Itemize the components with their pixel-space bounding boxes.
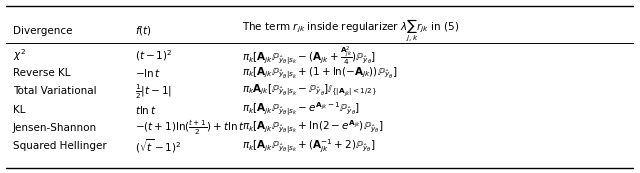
Text: The term $r_{jk}$ inside regularizer $\lambda\sum_{j,k} r_{jk}$ in (5): The term $r_{jk}$ inside regularizer $\l… [242,17,459,44]
Text: Squared Hellinger: Squared Hellinger [13,141,106,151]
Text: $f(t)$: $f(t)$ [135,24,152,37]
Text: $\chi^2$: $\chi^2$ [13,47,26,63]
Text: Jensen-Shannon: Jensen-Shannon [13,123,97,133]
Text: Total Variational: Total Variational [13,86,96,96]
Text: $\pi_k\mathbf{A}_{jk}[\mathbb{P}_{\hat{y}_\theta|s_k} - \mathbb{P}_{\hat{y}_\the: $\pi_k\mathbf{A}_{jk}[\mathbb{P}_{\hat{y… [242,83,377,99]
Text: KL: KL [13,104,25,115]
Text: $\pi_k[\mathbf{A}_{jk}\mathbb{P}_{\hat{y}_\theta|s_k} - (\mathbf{A}_{jk} + \frac: $\pi_k[\mathbf{A}_{jk}\mathbb{P}_{\hat{y… [242,44,376,67]
Text: $\pi_k[\mathbf{A}_{jk}\mathbb{P}_{\hat{y}_\theta|s_k} + (\mathbf{A}_{jk}^{-1}+2): $\pi_k[\mathbf{A}_{jk}\mathbb{P}_{\hat{y… [242,137,375,154]
Text: $\pi_k[\mathbf{A}_{jk}\mathbb{P}_{\hat{y}_\theta|s_k} + (1 + \ln(-\mathbf{A}_{jk: $\pi_k[\mathbf{A}_{jk}\mathbb{P}_{\hat{y… [242,65,397,81]
Text: $-(t+1)\ln(\frac{t+1}{2})+t\ln t$: $-(t+1)\ln(\frac{t+1}{2})+t\ln t$ [135,119,244,137]
Text: $-\ln t$: $-\ln t$ [135,67,161,79]
Text: $\frac{1}{2}|t-1|$: $\frac{1}{2}|t-1|$ [135,82,172,101]
Text: $\pi_k[\mathbf{A}_{jk}\mathbb{P}_{\hat{y}_\theta|s_k} - e^{\mathbf{A}_{jk}-1}\ma: $\pi_k[\mathbf{A}_{jk}\mathbb{P}_{\hat{y… [242,101,360,118]
Text: $t\ln t$: $t\ln t$ [135,104,157,116]
Text: Reverse KL: Reverse KL [13,68,70,78]
Text: $\pi_k[\mathbf{A}_{jk}\mathbb{P}_{\hat{y}_\theta|s_k} + \ln(2-e^{\mathbf{A}_{jk}: $\pi_k[\mathbf{A}_{jk}\mathbb{P}_{\hat{y… [242,119,383,136]
Text: $(t-1)^2$: $(t-1)^2$ [135,48,172,62]
Text: $(\sqrt{t}-1)^2$: $(\sqrt{t}-1)^2$ [135,137,182,155]
Text: Divergence: Divergence [13,26,72,36]
